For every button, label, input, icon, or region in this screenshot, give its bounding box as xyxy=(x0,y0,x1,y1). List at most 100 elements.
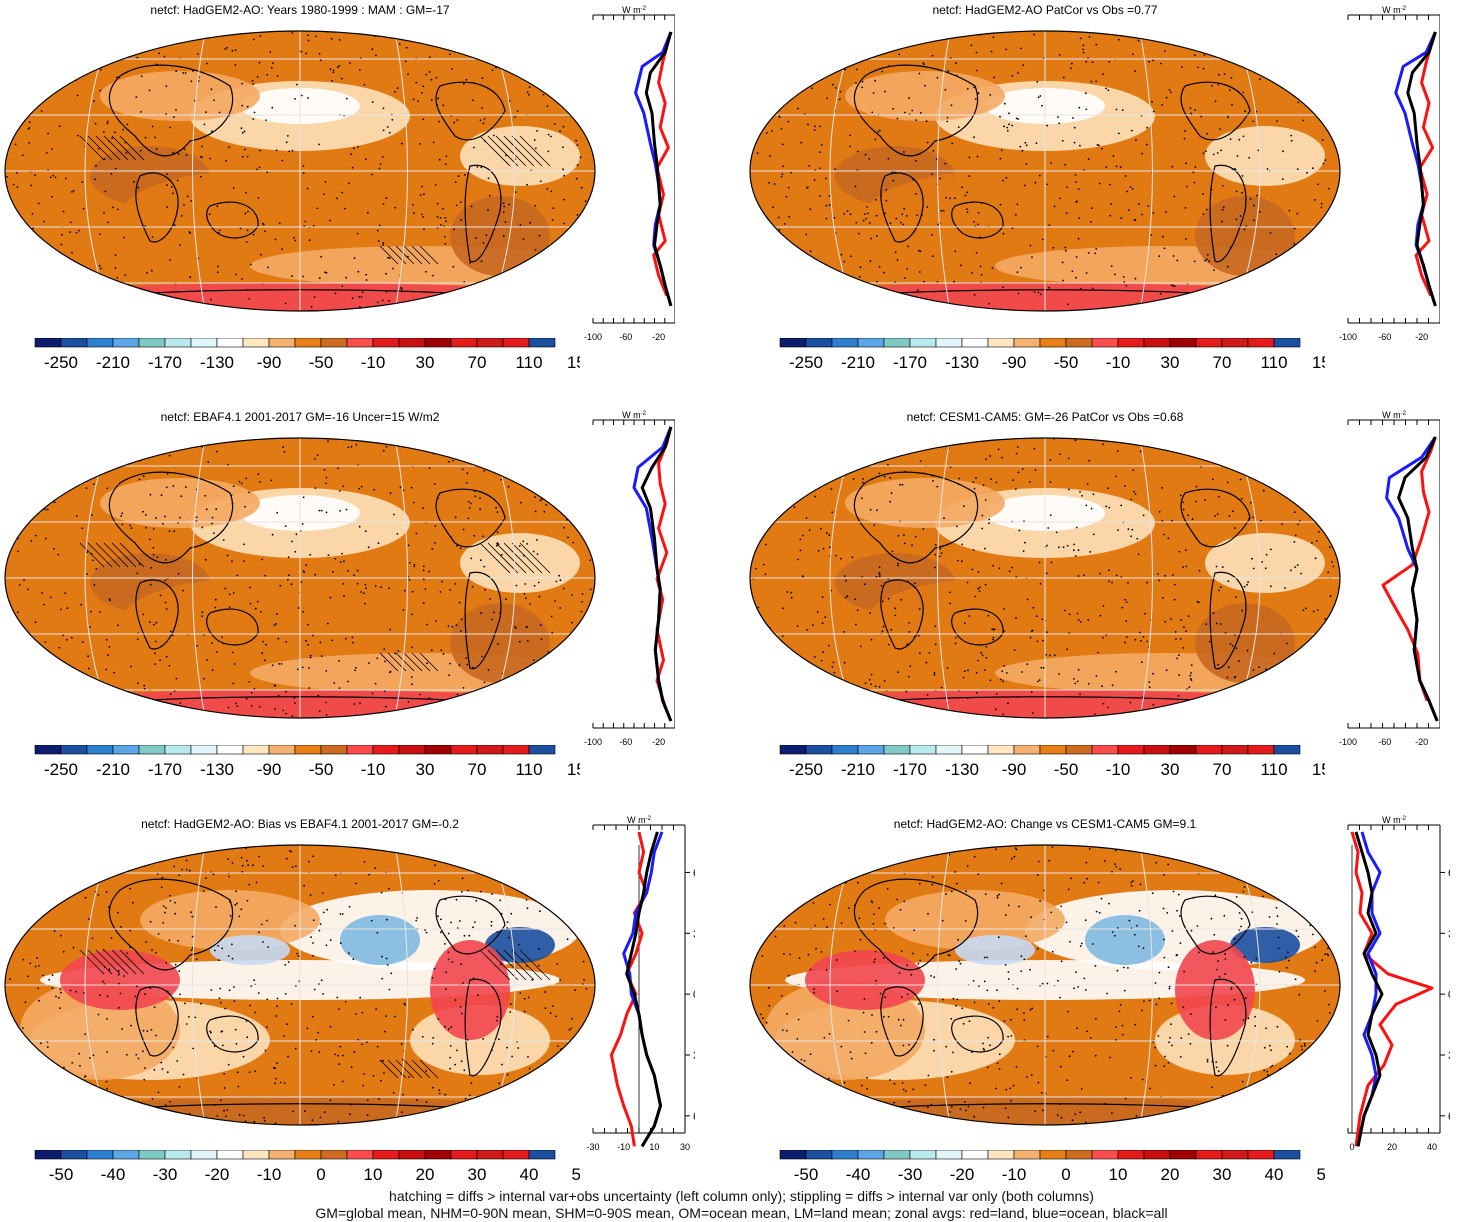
stipple-dot xyxy=(5,1061,7,1064)
stipple-dot xyxy=(997,448,1000,451)
hatch-line xyxy=(79,949,105,975)
stipple-dot xyxy=(860,497,863,500)
stipple-dot xyxy=(504,221,507,223)
stipple-dot xyxy=(1001,456,1003,459)
stipple-dot xyxy=(949,954,951,957)
stipple-dot xyxy=(332,1083,335,1086)
stipple-dot xyxy=(1075,526,1078,529)
stipple-dot xyxy=(966,191,969,194)
colorbar-swatch xyxy=(1221,745,1249,755)
stipple-dot xyxy=(76,94,79,97)
stipple-dot xyxy=(915,192,918,195)
stipple-dot xyxy=(415,919,418,922)
stipple-dot xyxy=(1246,49,1249,52)
stipple-dot xyxy=(933,672,936,674)
stipple-dot xyxy=(72,284,74,286)
stipple-dot xyxy=(1174,631,1177,633)
stipple-dot xyxy=(371,173,373,176)
stipple-dot xyxy=(1037,96,1040,99)
stipple-dot xyxy=(1214,894,1217,897)
stipple-dot xyxy=(264,230,266,233)
stipple-dot xyxy=(483,565,486,568)
stipple-dot xyxy=(847,705,849,707)
stipple-dot xyxy=(18,584,21,586)
stipple-dot xyxy=(246,155,249,158)
stipple-dot xyxy=(135,96,138,98)
stipple-dot xyxy=(216,651,219,653)
stipple-dot xyxy=(874,950,877,953)
stipple-dot xyxy=(428,56,431,58)
stipple-dot xyxy=(551,1005,554,1007)
stipple-dot xyxy=(798,445,801,448)
stipple-dot xyxy=(542,93,545,96)
stipple-dot xyxy=(320,255,323,258)
stipple-dot xyxy=(875,1030,878,1033)
stipple-dot xyxy=(822,918,825,920)
colorbar-label: -50 xyxy=(309,760,334,779)
stipple-dot xyxy=(1202,67,1205,70)
stipple-dot xyxy=(1278,970,1281,973)
hatch-line xyxy=(411,245,431,265)
stipple-dot xyxy=(203,677,206,680)
stipple-dot xyxy=(161,876,164,879)
stipple-dot xyxy=(168,454,171,457)
stipple-dot xyxy=(570,49,572,52)
stipple-dot xyxy=(30,830,32,831)
stipple-dot xyxy=(545,452,548,454)
stipple-dot xyxy=(1135,139,1137,142)
stipple-dot xyxy=(1308,464,1311,467)
stipple-dot xyxy=(114,167,117,170)
stipple-dot xyxy=(1089,551,1092,553)
stipple-dot xyxy=(83,1075,86,1078)
stipple-dot xyxy=(873,524,876,527)
colorbar-label: 40 xyxy=(520,1165,539,1184)
stipple-dot xyxy=(1172,890,1175,893)
stipple-dot xyxy=(432,1086,434,1089)
stipple-dot xyxy=(1239,215,1242,217)
stipple-dot xyxy=(150,1028,153,1031)
stipple-dot xyxy=(252,864,254,866)
stipple-dot xyxy=(1246,649,1249,652)
stipple-dot xyxy=(93,584,96,586)
stipple-dot xyxy=(0,135,2,137)
stipple-dot xyxy=(933,976,936,978)
stipple-dot xyxy=(1142,636,1145,638)
stipple-dot xyxy=(1176,909,1178,912)
stipple-dot xyxy=(1226,852,1228,854)
stipple-dot xyxy=(1175,638,1177,640)
stipple-dot xyxy=(385,957,388,960)
stipple-dot xyxy=(318,1051,321,1053)
stipple-dot xyxy=(30,539,33,542)
stipple-dot xyxy=(30,52,33,54)
stipple-dot xyxy=(132,38,134,40)
stipple-dot xyxy=(1217,663,1219,666)
stipple-dot xyxy=(787,259,789,261)
stipple-dot xyxy=(319,1116,322,1119)
stipple-dot xyxy=(793,1084,796,1087)
stipple-dot xyxy=(1140,22,1142,24)
stipple-dot xyxy=(169,693,172,696)
colorbar-swatch xyxy=(190,338,218,348)
colorbar-label: -20 xyxy=(950,1165,975,1184)
colorbar-label: 50 xyxy=(572,1165,580,1184)
stipple-dot xyxy=(21,299,24,302)
stipple-dot xyxy=(1045,572,1048,575)
stipple-dot xyxy=(770,272,772,275)
stipple-dot xyxy=(499,612,502,614)
stipple-dot xyxy=(398,43,401,45)
stipple-dot xyxy=(361,291,364,294)
stipple-dot xyxy=(558,716,561,718)
stipple-dot xyxy=(856,1099,859,1101)
stipple-dot xyxy=(88,918,90,920)
stipple-dot xyxy=(26,487,29,490)
stipple-dot xyxy=(763,75,766,78)
stipple-dot xyxy=(265,119,267,121)
stipple-dot xyxy=(1143,1000,1145,1003)
stipple-dot xyxy=(1254,475,1257,478)
stipple-dot xyxy=(320,509,323,512)
stipple-dot xyxy=(1284,1115,1287,1117)
coastline xyxy=(1209,571,1247,670)
stipple-dot xyxy=(502,235,505,238)
stipple-dot xyxy=(117,982,120,985)
stipple-dot xyxy=(163,27,165,29)
